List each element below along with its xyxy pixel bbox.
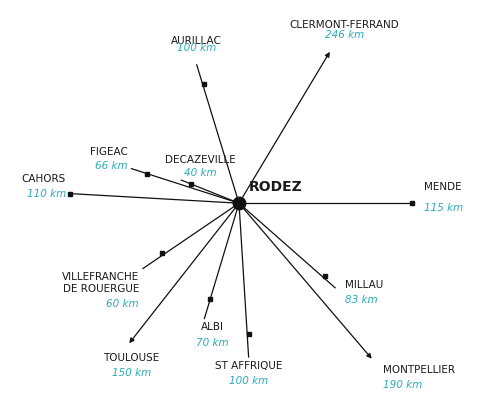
- Text: ST AFFRIQUE: ST AFFRIQUE: [215, 361, 282, 371]
- Text: 60 km: 60 km: [107, 299, 139, 309]
- Text: DECAZEVILLE: DECAZEVILLE: [165, 155, 236, 165]
- Text: 110 km: 110 km: [27, 189, 66, 199]
- Text: 115 km: 115 km: [424, 203, 463, 213]
- Text: FIGEAC: FIGEAC: [90, 147, 128, 157]
- Text: MONTPELLIER: MONTPELLIER: [383, 365, 455, 375]
- Text: AURILLAC: AURILLAC: [171, 36, 222, 46]
- Text: 66 km: 66 km: [95, 161, 128, 171]
- Text: 190 km: 190 km: [383, 380, 423, 390]
- Text: CLERMONT-FERRAND: CLERMONT-FERRAND: [290, 20, 400, 30]
- Text: 100 km: 100 km: [177, 43, 217, 53]
- Text: TOULOUSE: TOULOUSE: [103, 353, 160, 363]
- Text: VILLEFRANCHE
DE ROUERGUE: VILLEFRANCHE DE ROUERGUE: [62, 272, 139, 294]
- Text: 40 km: 40 km: [184, 168, 217, 178]
- Text: CAHORS: CAHORS: [22, 174, 66, 184]
- Text: 70 km: 70 km: [196, 338, 228, 348]
- Text: 83 km: 83 km: [345, 295, 377, 305]
- Text: 150 km: 150 km: [112, 369, 151, 379]
- Text: RODEZ: RODEZ: [249, 180, 303, 193]
- Text: 246 km: 246 km: [325, 30, 364, 40]
- Text: MILLAU: MILLAU: [345, 280, 383, 290]
- Text: ALBI: ALBI: [201, 322, 224, 332]
- Text: MENDE: MENDE: [424, 182, 461, 192]
- Text: 100 km: 100 km: [229, 376, 268, 386]
